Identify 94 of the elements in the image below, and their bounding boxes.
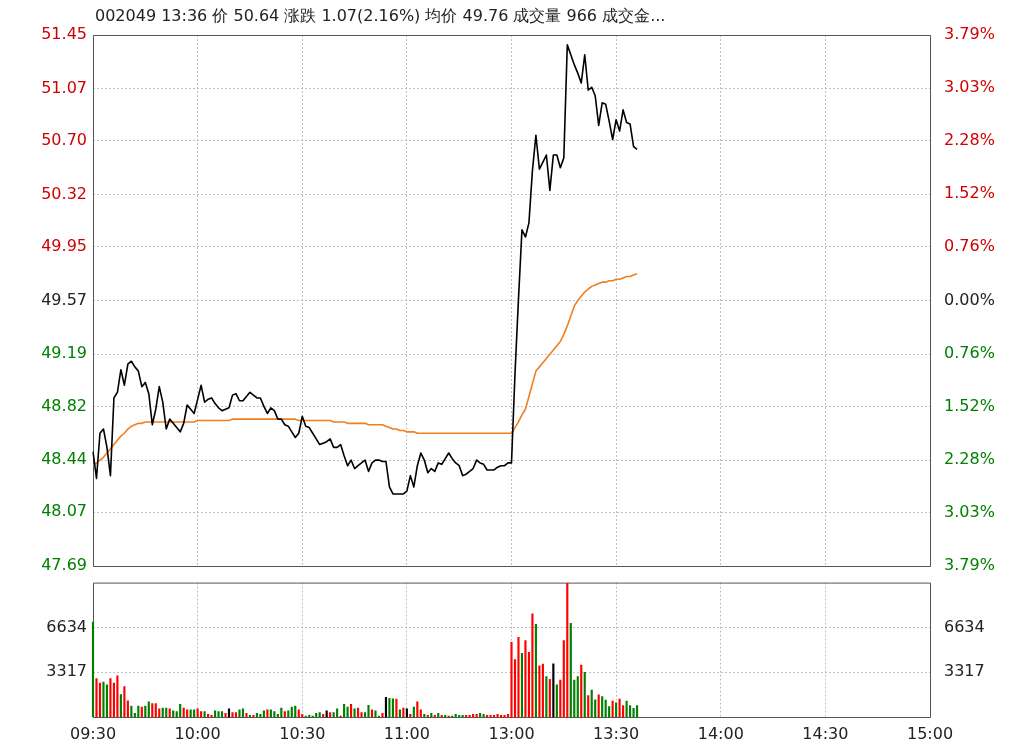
x-tick-label: 10:30	[279, 723, 326, 743]
bar	[416, 701, 419, 718]
bar	[91, 621, 95, 718]
y-tick-label: 47.69	[41, 555, 87, 575]
bar	[541, 663, 544, 718]
y2-tick-label: 0.76%	[944, 342, 995, 362]
bar	[524, 640, 527, 718]
chart-title: 002049 13:36 价 50.64 涨跌 1.07(2.16%) 均价 49.76 成交量 966 成交金...	[95, 6, 666, 27]
y-tick-label: 48.44	[41, 449, 87, 469]
y-tick-label: 50.70	[41, 130, 87, 150]
y-tick-label: 51.07	[41, 77, 87, 97]
bar	[580, 664, 583, 718]
y-tick-label: 49.57	[41, 289, 87, 309]
bar	[367, 705, 370, 718]
bar	[353, 708, 356, 718]
y2-tick-label: 3.79%	[944, 555, 995, 575]
y-tick-label: 50.32	[41, 183, 87, 203]
bar	[517, 636, 520, 718]
x-tick-label: 14:30	[802, 723, 849, 743]
bar	[520, 653, 524, 718]
bar	[510, 642, 513, 718]
bar	[503, 714, 506, 718]
y2-tick-label: 2.28%	[944, 449, 995, 469]
bar	[98, 682, 102, 718]
y2-tick-label: 0.00%	[944, 289, 995, 309]
bar	[587, 695, 590, 718]
bar	[234, 712, 238, 718]
bar	[154, 703, 157, 718]
x-tick-label: 10:00	[174, 723, 221, 743]
bar	[350, 704, 353, 718]
x-tick-label: 14:00	[697, 723, 744, 743]
bar	[220, 711, 224, 718]
x-tick-label: 13:30	[593, 723, 640, 743]
bar	[231, 712, 234, 718]
bar	[102, 681, 105, 718]
bar	[381, 713, 384, 718]
bar	[147, 701, 150, 718]
bar	[597, 694, 600, 718]
bar	[384, 696, 388, 718]
y2-tick-label: 1.52%	[944, 183, 995, 203]
bar	[629, 705, 632, 718]
bar	[283, 711, 286, 718]
y-tick-label: 48.07	[41, 501, 87, 521]
bar	[391, 698, 395, 718]
bar	[531, 613, 534, 718]
bar	[555, 684, 558, 718]
x-tick-label: 13:00	[488, 723, 535, 743]
bar	[105, 684, 109, 718]
bar	[109, 678, 112, 718]
y2-tick-label: 3.79%	[944, 24, 995, 44]
bar	[287, 710, 290, 718]
y-tick-label: 48.82	[41, 395, 87, 415]
bar	[615, 702, 618, 718]
y-tick-label: 3317	[46, 661, 87, 681]
bar	[151, 703, 154, 718]
y-tick-label: 49.19	[41, 343, 87, 363]
x-tick-label: 15:00	[906, 723, 954, 743]
y2-tick-label: 3.03%	[944, 501, 995, 521]
bar	[552, 663, 555, 718]
bar	[559, 679, 562, 718]
bar	[618, 698, 621, 718]
y-tick-label: 6634	[46, 616, 87, 636]
bar	[224, 713, 227, 718]
bar	[388, 697, 391, 718]
bar	[374, 710, 377, 718]
bar	[123, 686, 126, 718]
y2-tick-label: 2.28%	[944, 129, 995, 149]
y-tick-label: 51.45	[41, 24, 87, 44]
bar	[119, 694, 122, 718]
bar	[213, 710, 217, 718]
x-tick-label: 11:00	[383, 723, 430, 743]
bar	[116, 675, 119, 718]
bar	[569, 623, 572, 718]
bar	[238, 709, 241, 718]
bar	[538, 665, 541, 718]
bar	[590, 689, 593, 718]
bar	[566, 582, 569, 718]
y-tick-label: 49.95	[41, 235, 87, 255]
y2-tick-label: 1.52%	[944, 396, 995, 416]
bar	[172, 710, 175, 718]
bar	[534, 624, 537, 718]
y2-tick-label: 3.03%	[944, 77, 995, 97]
y2-tick-label: 3317	[944, 661, 985, 681]
bar	[576, 676, 579, 718]
bar	[360, 712, 363, 718]
bar	[395, 698, 398, 718]
bar	[635, 705, 639, 718]
x-tick-label: 09:30	[69, 723, 117, 743]
bar	[217, 711, 220, 718]
y2-tick-label: 6634	[944, 616, 985, 636]
bar	[632, 707, 635, 718]
bar	[583, 671, 586, 718]
bar	[95, 678, 98, 718]
y2-tick-label: 0.76%	[944, 236, 995, 256]
